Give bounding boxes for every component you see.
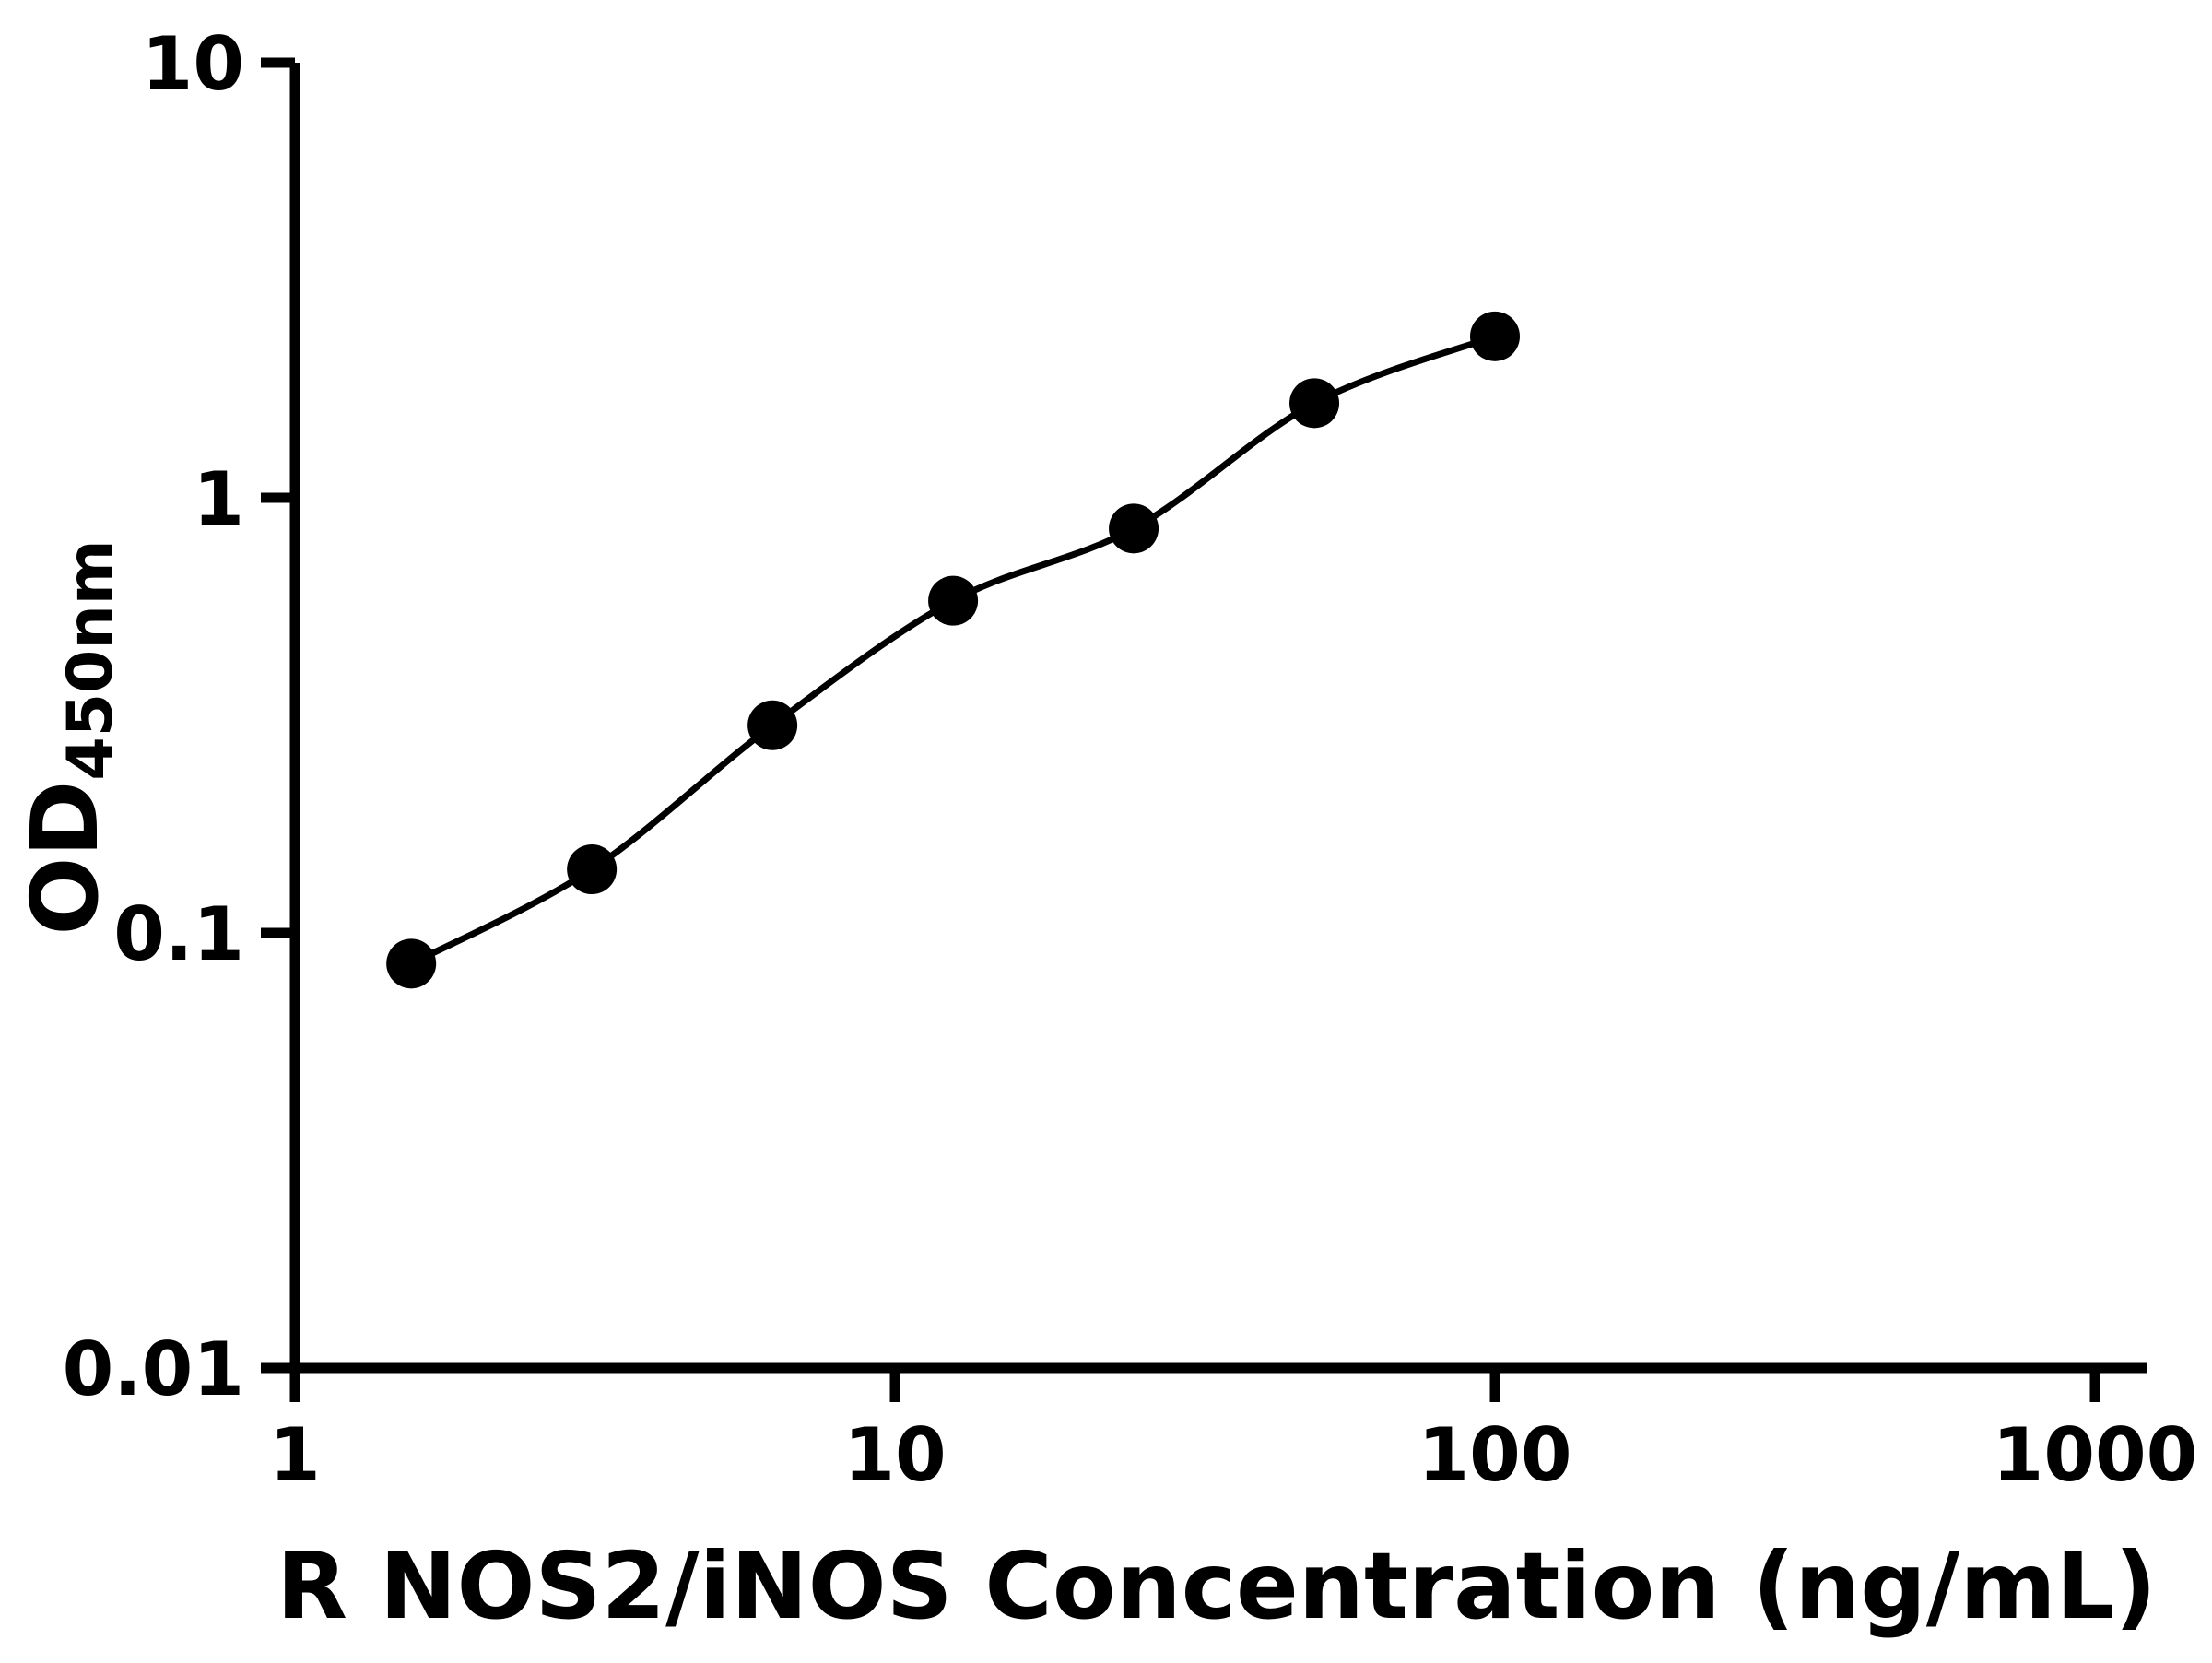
y-tick-label: 0.1 xyxy=(113,891,244,977)
y-axis-title: OD450nm xyxy=(11,539,127,935)
data-point xyxy=(928,575,979,626)
data-point xyxy=(386,938,437,989)
data-point xyxy=(1470,311,1520,361)
x-tick-label: 1 xyxy=(269,1412,321,1498)
x-tick-label: 100 xyxy=(1418,1412,1572,1498)
data-point xyxy=(747,700,798,750)
data-point xyxy=(1289,378,1340,429)
y-axis-title-main: OD xyxy=(11,781,119,936)
axis-spine xyxy=(289,63,2147,1374)
y-tick-label: 0.01 xyxy=(63,1327,244,1412)
x-tick-label: 10 xyxy=(843,1412,946,1498)
y-tick-label: 1 xyxy=(193,456,244,542)
data-point xyxy=(1109,503,1159,554)
data-point xyxy=(567,844,618,895)
plot-content: 1 10 100 1000 0.01 0.1 1 10 xyxy=(63,21,2198,1498)
x-axis-title: R NOS2/iNOS Concentration (ng/mL) xyxy=(276,1532,2157,1640)
y-tick-label: 10 xyxy=(142,21,244,107)
x-tick-label: 1000 xyxy=(1993,1412,2198,1498)
y-axis-title-subscript: 450nm xyxy=(54,539,127,780)
